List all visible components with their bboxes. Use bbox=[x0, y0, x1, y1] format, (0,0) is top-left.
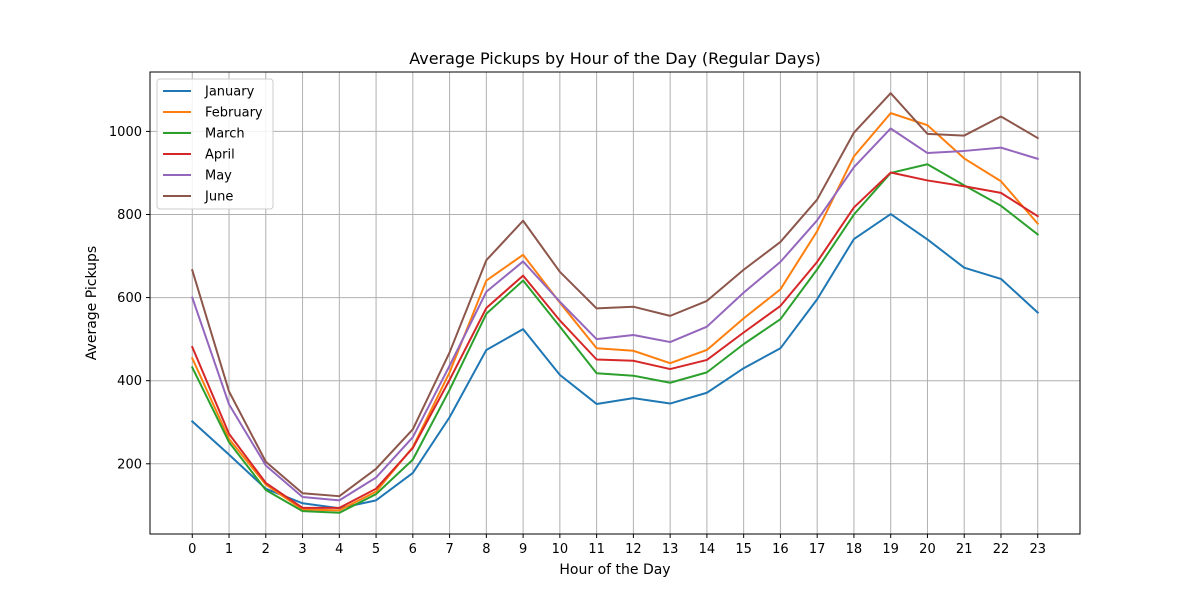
x-tick-label: 9 bbox=[519, 542, 527, 557]
y-axis-label: Average Pickups bbox=[84, 246, 100, 360]
x-tick-label: 19 bbox=[882, 542, 899, 557]
series-line-march bbox=[190, 163, 1040, 514]
x-tick-label: 2 bbox=[262, 542, 270, 557]
x-axis-label: Hour of the Day bbox=[559, 562, 670, 578]
x-tick-label: 17 bbox=[809, 542, 826, 557]
x-tick-label: 0 bbox=[188, 542, 196, 557]
x-tick-label: 15 bbox=[735, 542, 752, 557]
legend-label-march: March bbox=[205, 127, 245, 142]
x-tick-label: 23 bbox=[1029, 542, 1046, 557]
x-tick-label: 20 bbox=[919, 542, 936, 557]
chart-title: Average Pickups by Hour of the Day (Regu… bbox=[409, 49, 821, 68]
plot-frame bbox=[149, 71, 1081, 535]
x-tick-label: 3 bbox=[298, 542, 306, 557]
x-tick-label: 10 bbox=[552, 542, 569, 557]
x-tick-label: 6 bbox=[409, 542, 417, 557]
x-tick-label: 12 bbox=[625, 542, 642, 557]
series-lines bbox=[190, 92, 1040, 514]
x-tick-label: 4 bbox=[335, 542, 343, 557]
legend-label-may: May bbox=[205, 169, 232, 184]
legend-label-april: April bbox=[205, 148, 235, 163]
y-tick-label: 1000 bbox=[109, 125, 142, 140]
x-tick-label: 5 bbox=[372, 542, 380, 557]
x-tick-label: 14 bbox=[699, 542, 716, 557]
x-tick-label: 11 bbox=[588, 542, 605, 557]
y-tick-label: 400 bbox=[117, 374, 142, 389]
legend-label-february: February bbox=[205, 106, 263, 121]
x-tick-label: 18 bbox=[846, 542, 863, 557]
legend: January February March April May June bbox=[156, 78, 274, 210]
axis-ticks: 0 1 2 3 4 5 6 7 8 9 10 11 12 13 14 15 16 17 18 19 20 21 22 2320… bbox=[109, 125, 1046, 557]
series-line-june bbox=[191, 92, 1040, 498]
x-tick-label: 7 bbox=[445, 542, 453, 557]
x-tick-label: 16 bbox=[772, 542, 789, 557]
x-tick-label: 21 bbox=[956, 542, 973, 557]
legend-label-june: June bbox=[204, 190, 233, 205]
series-line-may bbox=[190, 127, 1039, 502]
legend-label-january: January bbox=[204, 85, 255, 100]
x-tick-label: 1 bbox=[225, 542, 233, 557]
y-tick-label: 600 bbox=[117, 291, 142, 306]
series-line-february bbox=[190, 112, 1040, 512]
y-tick-label: 200 bbox=[117, 457, 142, 472]
x-tick-label: 13 bbox=[662, 542, 679, 557]
y-tick-label: 800 bbox=[117, 208, 142, 223]
x-tick-label: 22 bbox=[993, 542, 1010, 557]
x-tick-label: 8 bbox=[482, 542, 490, 557]
series-line-april bbox=[190, 171, 1040, 509]
